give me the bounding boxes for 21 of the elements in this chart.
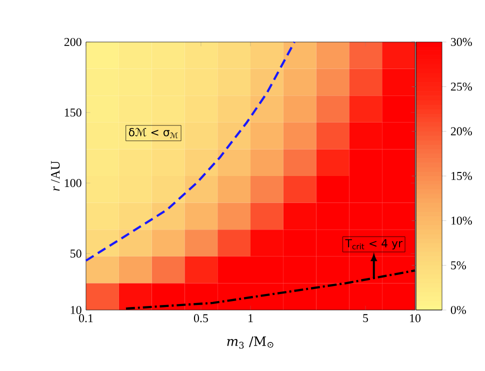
annotation: T$_{crit}$ < 4 yr	[345, 239, 403, 250]
x-tick-label: 0.5	[194, 314, 208, 322]
y-tick-label: 100	[64, 179, 82, 188]
x-tick-label: 0.1	[78, 314, 93, 322]
color-bar-label: 10%	[451, 216, 472, 225]
y-axis-title: r /AU	[51, 160, 60, 191]
color-bar-label: 25%	[450, 82, 472, 91]
x-tick-label: 10	[410, 314, 421, 322]
x-tick-label: 1	[248, 314, 253, 322]
y-tick-label: 10	[70, 306, 82, 314]
color-bar-label: 5%	[451, 261, 466, 270]
color-bar-label: 30%	[451, 38, 472, 46]
color-bar-label: 15%	[451, 172, 472, 180]
x-tick-label: 5	[363, 314, 368, 322]
y-tick-label: 200	[64, 38, 82, 46]
color-bar-label: 20%	[450, 127, 472, 136]
y-tick-label: 150	[64, 108, 82, 117]
x-axis-title: m$_{3}$ /M$_{⊙}$	[227, 336, 274, 349]
y-tick-label: 50	[70, 250, 82, 258]
color-bar-label: 0%	[450, 306, 466, 314]
annotation: δℳ < σ$_{ℳ}$	[128, 128, 178, 138]
